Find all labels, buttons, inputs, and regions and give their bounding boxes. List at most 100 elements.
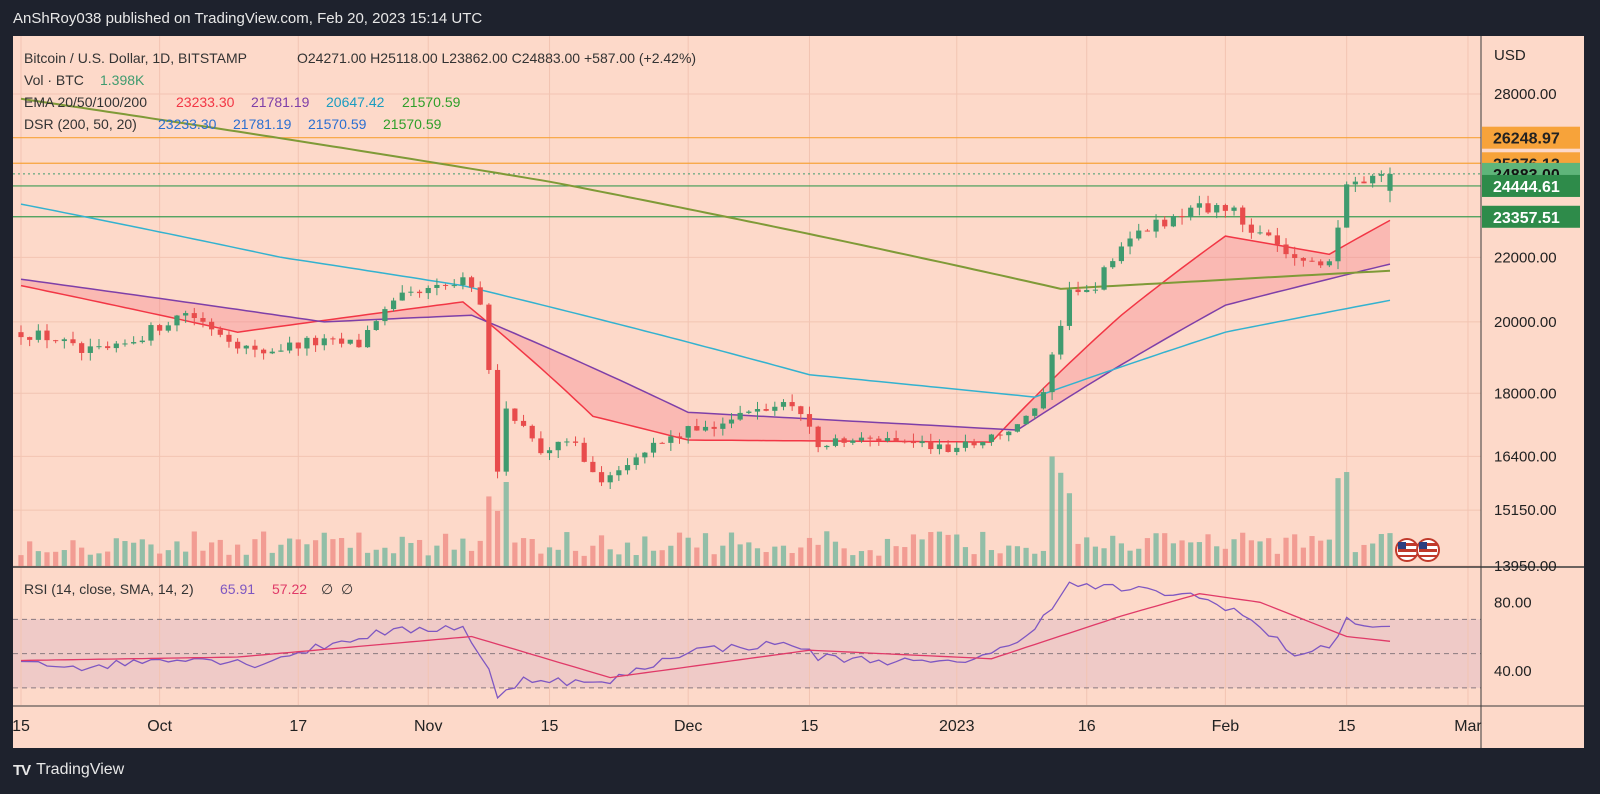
price-axis: 28000.00 22000.00 20000.00 18000.00 16400.00… [1494,86,1557,680]
volume-bar [746,542,752,566]
candle-body [1170,216,1176,227]
candle-body [235,341,241,349]
volume-bar [962,547,969,566]
candle-body [858,437,865,441]
volume-bar [183,551,189,566]
candle-body [1352,181,1358,185]
rsi-line [20,581,1391,700]
legend-ema-200: 21570.59 [402,94,461,110]
candle-body [157,325,163,331]
candle-body [278,350,284,352]
time-tick-7: 2023 [939,718,975,735]
volume-bar [555,549,561,566]
price-label-bg-4 [1482,205,1580,228]
candle-body [806,414,813,427]
candle-body [1188,207,1194,218]
legend-dsr-label: DSR (200, 50, 20) [24,116,137,132]
volume-bars [18,456,1393,566]
volume-bar [832,541,839,566]
candle-body [399,292,405,301]
volume-bar [243,554,249,566]
volume-bar [191,531,197,566]
candle-body [1318,261,1324,266]
volume-bar [477,540,483,566]
volume-bar [373,549,379,566]
price-tick-3: 18000.00 [1494,385,1557,402]
volume-bar [616,554,622,566]
candle-body [616,470,622,476]
volume-bar [1014,546,1021,566]
volume-bar [893,546,899,566]
volume-bar [590,545,596,566]
candle-body [434,284,440,288]
volume-bar [798,547,804,566]
candle-body [113,343,119,349]
candle-body [486,304,492,370]
footer-brand: TradingView [36,761,125,778]
volume-bar [338,538,345,566]
candle-body [243,345,249,349]
candle-body [1214,205,1220,213]
candle-body [191,313,197,319]
volume-bar [321,532,327,566]
candle-body [798,406,804,415]
candle-body [1032,408,1038,416]
candle-body [919,441,925,444]
candle-body [876,438,882,441]
volume-bar [1006,545,1012,566]
candle-body [79,343,85,353]
candle-body [581,442,587,462]
volume-bar [902,547,908,566]
candle-body [200,318,206,322]
candle-body [754,409,761,412]
candle-body [1361,181,1367,184]
volume-bar [694,547,700,566]
candle-body [980,441,986,446]
volume-bar [1266,538,1272,566]
volume-bar [581,555,587,566]
volume-bar [1049,456,1055,566]
candle-body [148,325,154,341]
us-flag-icon[interactable] [1395,538,1419,562]
volume-bar [815,544,821,566]
volume-bar [1144,538,1150,566]
price-label-bg-3 [1482,174,1580,197]
candle-body [1205,203,1211,213]
volume-bar [1040,550,1047,566]
candle-body [1335,227,1341,262]
ema-cloud [21,220,1390,443]
candle-body [780,402,787,407]
time-tick-9: Feb [1212,718,1240,735]
candle-body [1153,219,1159,232]
footer[interactable]: TV TradingView [13,761,124,779]
volume-bar [1335,478,1341,566]
publish-header: AnShRoy038 published on TradingView.com,… [13,10,483,27]
candle-body [971,441,977,446]
volume-bar [572,550,579,566]
candle-body [295,342,301,349]
price-label-0: 26248.97 [1493,131,1560,148]
candle-body [538,438,544,454]
candle-body [564,441,570,443]
volume-bar [1110,535,1116,566]
candle-body [252,345,258,350]
legend: Bitcoin / U.S. Dollar, 1D, BITSTAMP O242… [24,47,1526,597]
volume-bar [884,538,891,566]
candle-body [460,277,466,286]
candle-body [105,346,111,349]
tradingview-logo-icon: TV [13,761,31,779]
us-flag-icon-2[interactable] [1416,538,1440,562]
volume-bar [763,552,769,566]
volume-bar [659,550,665,566]
candle-body [174,315,180,326]
candle-body [702,426,709,431]
volume-bar [980,531,986,566]
candle-body [1006,431,1012,436]
volume-bar [382,547,388,566]
volume-bar [165,550,171,566]
ema100-line [20,203,1391,398]
volume-bar [451,549,457,566]
candle-body [53,340,59,342]
volume-bar [598,535,605,566]
candle-body [988,434,995,442]
